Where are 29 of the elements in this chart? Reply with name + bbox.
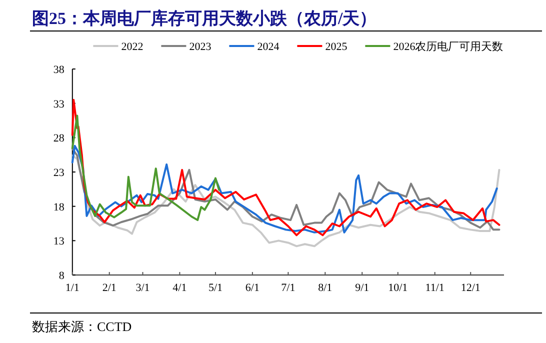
x-tick-label: 1/1 <box>65 282 80 294</box>
x-tick-label: 7/1 <box>281 282 296 294</box>
legend-label: 2022 <box>121 41 144 53</box>
legend-label: 2026农历电厂可用天数 <box>393 40 504 53</box>
title: 图25：本周电厂库存可用天数小跌（农历/天） <box>32 9 377 28</box>
y-tick-label: 13 <box>53 236 65 248</box>
x-tick-label: 9/1 <box>355 282 370 294</box>
x-tick-label: 8/1 <box>318 282 332 294</box>
x-tick-label: 2/1 <box>102 282 116 294</box>
legend-label: 2024 <box>257 41 280 53</box>
y-tick-label: 8 <box>58 270 65 282</box>
source-note: 数据来源：CCTD <box>32 319 132 334</box>
y-tick-label: 23 <box>53 167 65 179</box>
y-tick-label: 33 <box>53 98 65 110</box>
legend-label: 2023 <box>189 41 212 53</box>
x-tick-label: 6/1 <box>245 282 260 294</box>
line-series <box>71 98 500 236</box>
x-tick-label: 10/1 <box>388 282 408 294</box>
x-tick-label: 4/1 <box>172 282 187 294</box>
x-tick-label: 5/1 <box>208 282 223 294</box>
line-series <box>71 114 220 222</box>
y-tick-label: 28 <box>53 132 65 145</box>
y-tick-label: 38 <box>53 64 65 76</box>
x-tick-label: 12/1 <box>460 282 480 294</box>
x-tick-label: 3/1 <box>136 282 150 294</box>
line-series <box>71 154 500 248</box>
y-tick-label: 18 <box>53 201 65 214</box>
legend-label: 2025 <box>325 41 348 53</box>
x-tick-label: 11/1 <box>425 282 444 294</box>
